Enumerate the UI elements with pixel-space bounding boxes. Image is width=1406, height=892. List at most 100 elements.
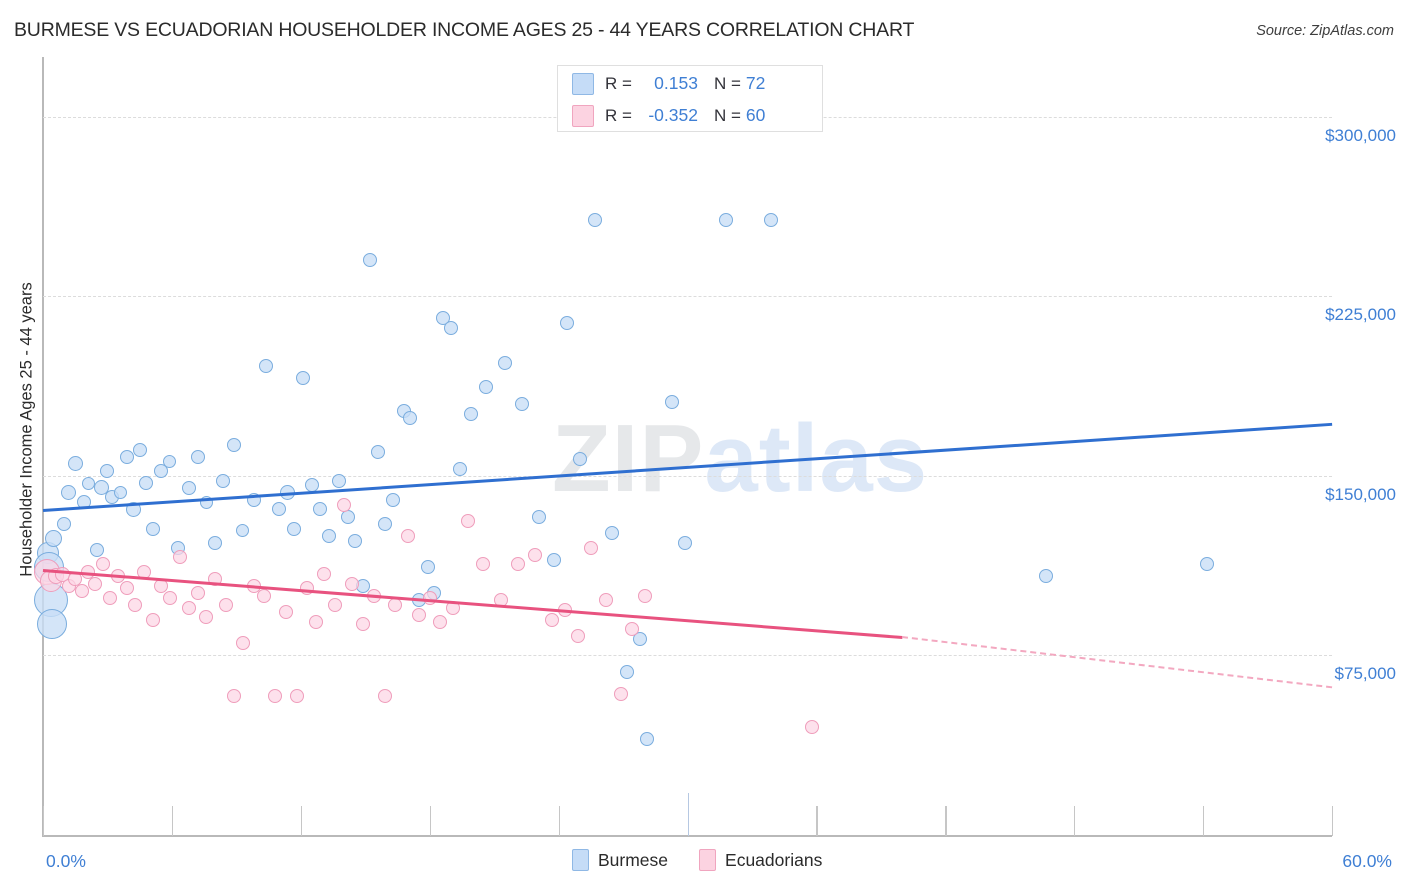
scatter-point-ecuadorians	[328, 598, 343, 613]
scatter-point-ecuadorians	[235, 636, 250, 651]
stat-r-label: R =	[605, 105, 632, 125]
scatter-point-burmese	[452, 461, 467, 476]
scatter-point-ecuadorians	[257, 588, 272, 603]
scatter-point-burmese	[216, 473, 231, 488]
stat-swatch	[572, 104, 594, 127]
scatter-point-burmese	[93, 480, 109, 496]
legend-item-burmese[interactable]: Burmese	[572, 849, 668, 871]
scatter-point-burmese	[61, 485, 77, 501]
stat-n-value: 60	[745, 105, 766, 125]
scatter-point-ecuadorians	[207, 571, 222, 586]
scatter-point-ecuadorians	[162, 591, 177, 605]
scatter-point-burmese	[362, 253, 377, 268]
scatter-point-ecuadorians	[128, 598, 143, 613]
y-axis-title: Householder Income Ages 25 - 44 years	[17, 282, 36, 577]
legend-item-ecuadorians[interactable]: Ecuadorians	[699, 849, 822, 871]
x-axis-tick	[300, 806, 303, 836]
source-attribution: Source: ZipAtlas.com	[1256, 23, 1394, 39]
gridline	[43, 475, 1332, 477]
scatter-point-burmese	[547, 552, 562, 567]
scatter-point-burmese	[377, 516, 392, 531]
scatter-point-burmese	[605, 526, 620, 541]
scatter-point-ecuadorians	[356, 617, 371, 632]
y-axis-tick-label: $75,000	[1334, 664, 1396, 684]
scatter-point-ecuadorians	[300, 581, 315, 596]
scatter-point-burmese	[665, 394, 680, 409]
scatter-point-burmese	[1039, 569, 1054, 584]
trendline-burmese	[42, 423, 1333, 513]
scatter-point-ecuadorians	[558, 602, 573, 617]
scatter-point-ecuadorians	[190, 586, 205, 601]
scatter-point-burmese	[236, 524, 250, 538]
scatter-point-burmese	[145, 521, 160, 536]
scatter-point-ecuadorians	[87, 576, 102, 591]
x-axis-tick	[687, 793, 689, 836]
scatter-point-ecuadorians	[493, 593, 508, 608]
scatter-point-burmese	[515, 397, 530, 412]
scatter-point-burmese	[81, 476, 95, 490]
scatter-point-ecuadorians	[545, 612, 560, 627]
scatter-point-burmese	[280, 485, 296, 501]
scatter-point-burmese	[76, 495, 91, 510]
scatter-point-burmese	[678, 535, 693, 550]
stat-row: R = 0.153 N = 72	[558, 69, 822, 98]
scatter-point-burmese	[190, 449, 205, 464]
scatter-point-burmese	[497, 356, 512, 371]
scatter-point-ecuadorians	[227, 689, 242, 704]
y-axis-line	[42, 57, 44, 836]
scatter-point-burmese	[321, 528, 336, 543]
x-axis-tick	[1074, 806, 1076, 836]
x-axis-line	[42, 835, 1332, 837]
stat-r-value: 0.153	[654, 73, 698, 93]
scatter-point-burmese	[45, 529, 63, 547]
scatter-point-ecuadorians	[388, 598, 403, 613]
x-axis-tick	[171, 806, 174, 836]
scatter-point-ecuadorians	[317, 567, 332, 582]
scatter-point-ecuadorians	[461, 514, 476, 529]
scatter-point-burmese	[89, 543, 104, 558]
plot-area	[33, 57, 1333, 835]
x-axis-tick	[429, 806, 431, 836]
y-axis-tick-label: $225,000	[1325, 305, 1396, 325]
scatter-point-burmese	[227, 437, 242, 452]
scatter-point-burmese	[719, 212, 734, 227]
scatter-point-burmese	[259, 358, 274, 373]
scatter-point-ecuadorians	[637, 588, 652, 603]
scatter-point-burmese	[633, 631, 648, 646]
scatter-point-ecuadorians	[583, 540, 598, 555]
scatter-point-ecuadorians	[145, 612, 160, 627]
scatter-point-burmese	[764, 212, 779, 227]
scatter-point-ecuadorians	[411, 607, 426, 622]
scatter-point-burmese	[1200, 557, 1215, 572]
scatter-point-ecuadorians	[74, 583, 89, 598]
scatter-point-ecuadorians	[624, 622, 639, 637]
scatter-point-ecuadorians	[422, 591, 437, 605]
scatter-point-ecuadorians	[433, 614, 448, 629]
trendline-ecuadorians-extension	[902, 636, 1333, 689]
scatter-point-ecuadorians	[570, 629, 585, 644]
scatter-point-burmese	[119, 449, 134, 464]
scatter-point-burmese	[272, 502, 287, 517]
scatter-point-ecuadorians	[446, 600, 461, 615]
scatter-point-ecuadorians	[377, 689, 392, 704]
legend-swatch	[572, 849, 589, 871]
x-axis-tick	[945, 806, 947, 836]
stat-row: R = -0.352 N = 60	[558, 101, 822, 130]
x-axis-tick	[1203, 806, 1205, 836]
scatter-point-burmese	[67, 456, 83, 472]
scatter-point-burmese	[163, 455, 177, 469]
scatter-point-ecuadorians	[268, 689, 283, 704]
scatter-point-ecuadorians	[119, 581, 134, 596]
series-legend: Burmese Ecuadorians	[572, 849, 844, 871]
scatter-point-burmese	[463, 406, 478, 421]
scatter-point-ecuadorians	[613, 686, 628, 701]
scatter-point-burmese	[154, 464, 169, 479]
scatter-point-ecuadorians	[598, 593, 613, 608]
stat-swatch	[572, 72, 594, 95]
scatter-point-ecuadorians	[154, 579, 169, 594]
scatter-point-burmese	[639, 732, 654, 747]
scatter-point-ecuadorians	[510, 557, 525, 572]
scatter-point-burmese	[588, 212, 603, 227]
scatter-point-ecuadorians	[308, 614, 323, 629]
